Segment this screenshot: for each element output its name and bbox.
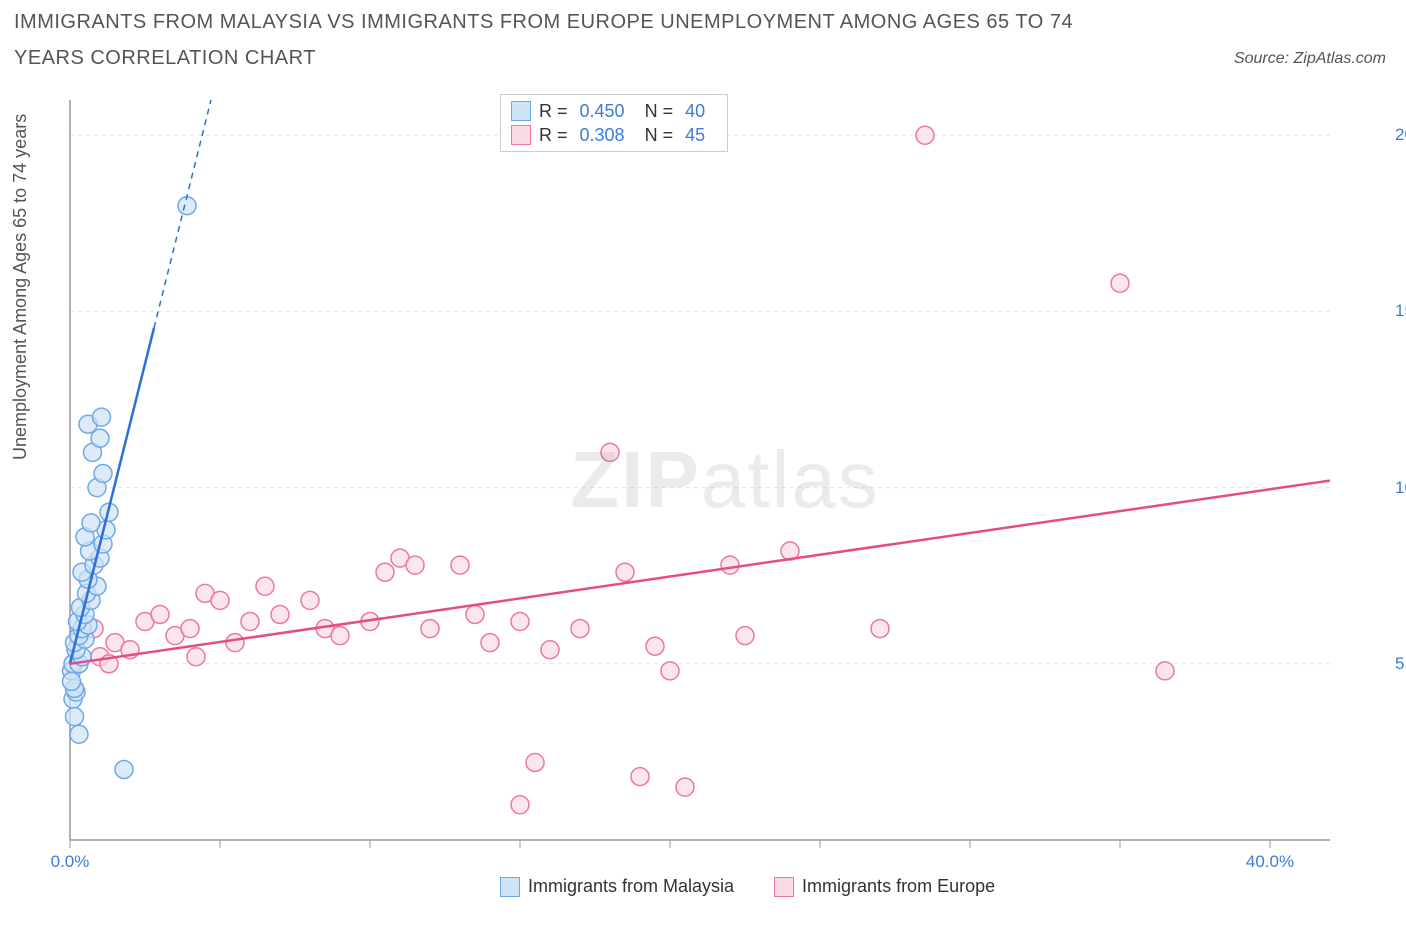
scatter-plot: ZIPatlas R =0.450N =40R =0.308N =45 Immi… — [60, 90, 1390, 870]
chart-title: IMMIGRANTS FROM MALAYSIA VS IMMIGRANTS F… — [14, 4, 1114, 76]
y-tick: 5.0% — [1395, 654, 1406, 674]
y-tick: 20.0% — [1395, 125, 1406, 145]
legend-item-europe: Immigrants from Europe — [774, 876, 995, 897]
legend-item-malaysia: Immigrants from Malaysia — [500, 876, 734, 897]
y-tick: 10.0% — [1395, 478, 1406, 498]
n-label: N = — [645, 99, 674, 123]
r-label: R = — [539, 123, 568, 147]
x-tick: 0.0% — [51, 852, 90, 872]
legend-row-europe: R = 0.308 N = 45 — [511, 123, 717, 147]
legend-label: Immigrants from Malaysia — [528, 876, 734, 897]
x-tick: 40.0% — [1246, 852, 1294, 872]
r-value: 0.450 — [580, 99, 625, 123]
legend-label: Immigrants from Europe — [802, 876, 995, 897]
r-label: R = — [539, 99, 568, 123]
correlation-legend: R = 0.450 N = 40 R = 0.308 N = 45 — [500, 94, 728, 152]
legend-swatch-icon — [500, 877, 520, 897]
source-label: Source: ZipAtlas.com — [1234, 50, 1386, 68]
legend-row-malaysia: R = 0.450 N = 40 — [511, 99, 717, 123]
n-value: 40 — [685, 99, 705, 123]
y-tick: 15.0% — [1395, 301, 1406, 321]
series-legend: Immigrants from Malaysia Immigrants from … — [500, 876, 995, 897]
n-value: 45 — [685, 123, 705, 147]
r-value: 0.308 — [580, 123, 625, 147]
legend-swatch-icon — [511, 125, 531, 145]
legend-swatch-icon — [774, 877, 794, 897]
y-axis-label: Unemployment Among Ages 65 to 74 years — [10, 114, 31, 460]
legend-swatch-icon — [511, 101, 531, 121]
n-label: N = — [645, 123, 674, 147]
chart-canvas — [60, 90, 1390, 870]
